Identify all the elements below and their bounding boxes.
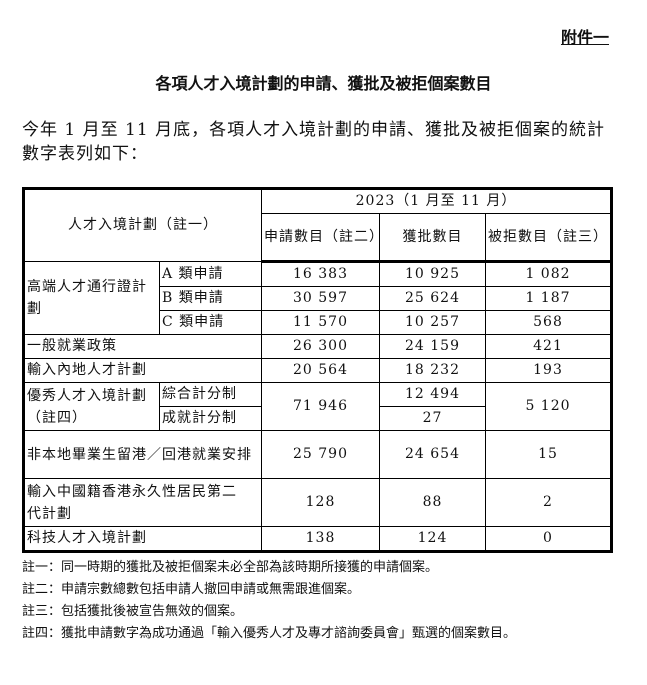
refused-cell: 0 bbox=[485, 526, 612, 552]
scheme-cell: 優秀人才入境計劃（註四） bbox=[23, 382, 160, 431]
approved-cell: 18 232 bbox=[379, 358, 486, 383]
scheme-cell: 輸入中國籍香港永久性居民第二代計劃 bbox=[23, 478, 262, 527]
table-row: 科技人才入境計劃 138 124 0 bbox=[23, 526, 612, 552]
refused-cell: 421 bbox=[485, 334, 612, 359]
applied-cell: 26 300 bbox=[261, 334, 380, 359]
approved-cell: 24 159 bbox=[379, 334, 486, 359]
table-row: 優秀人才入境計劃（註四） 綜合計分制 71 946 12 494 5 120 bbox=[23, 382, 612, 431]
scheme-cell: 輸入內地人才計劃 bbox=[23, 358, 262, 383]
refused-cell: 15 bbox=[485, 430, 612, 479]
table-row: 成就計分制 27 bbox=[24, 406, 612, 431]
approved-cell: 10 925 bbox=[379, 261, 486, 287]
header-row: 申請數目（註二） 獲批數目 被拒數目（註三） bbox=[24, 213, 612, 263]
page-title: 各項人才入境計劃的申請、獲批及被拒個案數目 bbox=[155, 74, 492, 93]
refused-cell: 1 082 bbox=[485, 261, 612, 287]
table-row: 非本地畢業生留港／回港就業安排 25 790 24 654 15 bbox=[23, 430, 612, 479]
scheme-cell: 科技人才入境計劃 bbox=[23, 526, 262, 552]
approved-cell: 124 bbox=[379, 526, 486, 552]
approved-cell: 10 257 bbox=[379, 310, 486, 335]
applied-cell: 25 790 bbox=[261, 430, 380, 479]
sub-cell: C 類申請 bbox=[159, 310, 262, 335]
refused-cell: 5 120 bbox=[485, 382, 612, 431]
sub-cell: A 類申請 bbox=[159, 261, 262, 287]
table-row: 高端人才通行證計劃 A 類申請 16 383 10 925 1 082 bbox=[23, 261, 612, 335]
approved-cell: 24 654 bbox=[379, 430, 486, 479]
note-4: 註四： 獲批申請數字為成功通過「輸入優秀人才及專才諮詢委員會」甄選的個案數目。 bbox=[22, 626, 517, 641]
table-row: 輸入中國籍香港永久性居民第二代計劃 128 88 2 bbox=[23, 478, 612, 527]
applied-cell: 128 bbox=[261, 478, 380, 527]
note-1: 註一： 同一時期的獲批及被拒個案未必全部為該時期所接獲的申請個案。 bbox=[22, 560, 439, 575]
table-row: 一般就業政策 26 300 24 159 421 bbox=[23, 334, 612, 359]
refused-cell: 1 187 bbox=[485, 286, 612, 311]
applied-cell: 16 383 bbox=[261, 261, 380, 287]
sub-cell: 成就計分制 bbox=[159, 406, 262, 431]
table-row: 輸入內地人才計劃 20 564 18 232 193 bbox=[23, 358, 612, 383]
note-2: 註二： 申請宗數總數包括申請人撤回申請或無需跟進個案。 bbox=[22, 582, 361, 597]
header-refused: 被拒數目（註三） bbox=[485, 213, 612, 263]
refused-cell: 2 bbox=[485, 478, 612, 527]
applied-cell: 138 bbox=[261, 526, 380, 552]
applied-cell: 30 597 bbox=[261, 286, 380, 311]
applied-cell: 20 564 bbox=[261, 358, 380, 383]
scheme-cell: 一般就業政策 bbox=[23, 334, 262, 359]
header-applied: 申請數目（註二） bbox=[261, 213, 383, 263]
note-3: 註三： 包括獲批後被宣告無效的個案。 bbox=[22, 604, 244, 619]
approved-cell: 27 bbox=[379, 406, 486, 431]
header-scheme: 人才入境計劃（註一） bbox=[23, 188, 262, 262]
annex-label: 附件一 bbox=[560, 28, 609, 47]
header-period: 2023（1 月至 11 月） bbox=[261, 188, 612, 214]
sub-cell: B 類申請 bbox=[159, 286, 262, 311]
scheme-cell: 高端人才通行證計劃 bbox=[23, 261, 160, 335]
table-row: C 類申請 11 570 10 257 568 bbox=[24, 310, 612, 335]
intro-paragraph: 今年 1 月至 11 月底，各項人才入境計劃的申請、獲批及被拒個案的統計數字表列… bbox=[22, 120, 606, 164]
applied-cell: 71 946 bbox=[261, 382, 380, 431]
header-row: 人才入境計劃（註一） 2023（1 月至 11 月） bbox=[23, 188, 612, 262]
approved-cell: 25 624 bbox=[379, 286, 486, 311]
approved-cell: 12 494 bbox=[379, 382, 486, 407]
applied-cell: 11 570 bbox=[261, 310, 380, 335]
refused-cell: 568 bbox=[485, 310, 612, 335]
scheme-cell: 非本地畢業生留港／回港就業安排 bbox=[23, 430, 262, 479]
statistics-table: 人才入境計劃（註一） 2023（1 月至 11 月） 申請數目（註二） 獲批數目… bbox=[22, 187, 613, 553]
notes: 註一： 同一時期的獲批及被拒個案未必全部為該時期所接獲的申請個案。 註二： 申請宗數… bbox=[22, 557, 622, 645]
header-approved: 獲批數目 bbox=[379, 213, 486, 263]
refused-cell: 193 bbox=[485, 358, 612, 383]
approved-cell: 88 bbox=[379, 478, 486, 527]
table-row: B 類申請 30 597 25 624 1 187 bbox=[24, 286, 612, 311]
sub-cell: 綜合計分制 bbox=[159, 382, 262, 407]
